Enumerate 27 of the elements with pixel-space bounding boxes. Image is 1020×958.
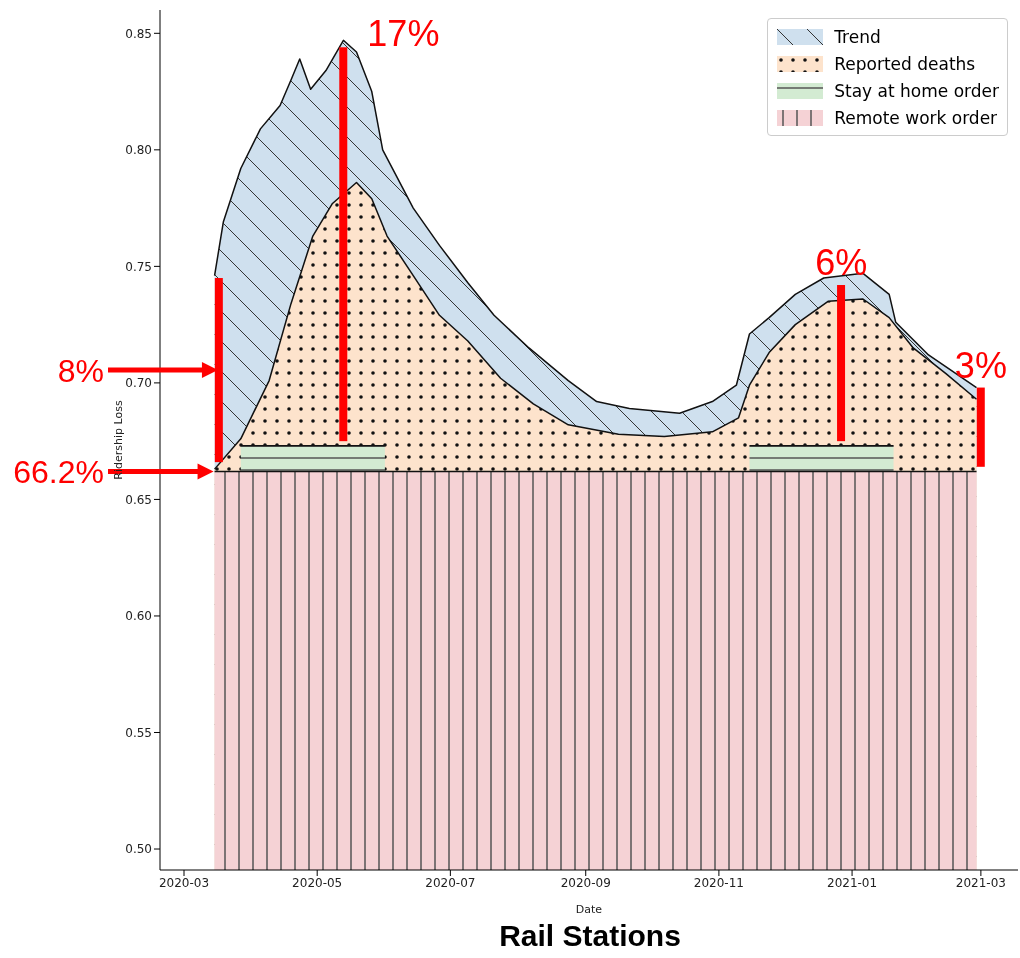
y-tick-label: 0.85 (125, 26, 152, 41)
legend-label: Remote work order (834, 107, 998, 128)
x-tick-label: 2020-11 (693, 875, 744, 890)
x-tick-label: 2020-09 (560, 875, 611, 890)
y-tick-label: 0.80 (125, 143, 152, 158)
y-tick-label: 0.70 (125, 376, 152, 391)
y-tick-label: 0.55 (125, 725, 152, 740)
annotation: 17% (367, 13, 440, 54)
text: 66.2% (13, 454, 104, 491)
y-tick-label: 0.65 (125, 492, 152, 507)
y-axis-title: Ridership Loss (111, 400, 125, 480)
x-tick-label: 2021-01 (827, 875, 878, 890)
annotation: 6% (815, 242, 868, 284)
annotation: 3% (954, 344, 1007, 386)
y-tick-label: 0.75 (125, 259, 152, 274)
x-tick-label: 2020-07 (425, 875, 476, 890)
x-tick-label: 2021-03 (955, 875, 1006, 890)
x-tick-label: 2020-03 (158, 875, 210, 890)
text: 8% (57, 353, 104, 390)
legend-label: Reported deaths (834, 53, 976, 74)
x-tick-label: 2020-05 (292, 875, 343, 890)
legend-label: Stay at home order (834, 80, 999, 101)
y-tick-label: 0.60 (125, 609, 152, 624)
y-tick-label: 0.50 (125, 842, 152, 857)
legend-label: Trend (834, 26, 881, 47)
x-axis-title: Date (575, 903, 603, 916)
text: Rail Stations (498, 919, 682, 953)
